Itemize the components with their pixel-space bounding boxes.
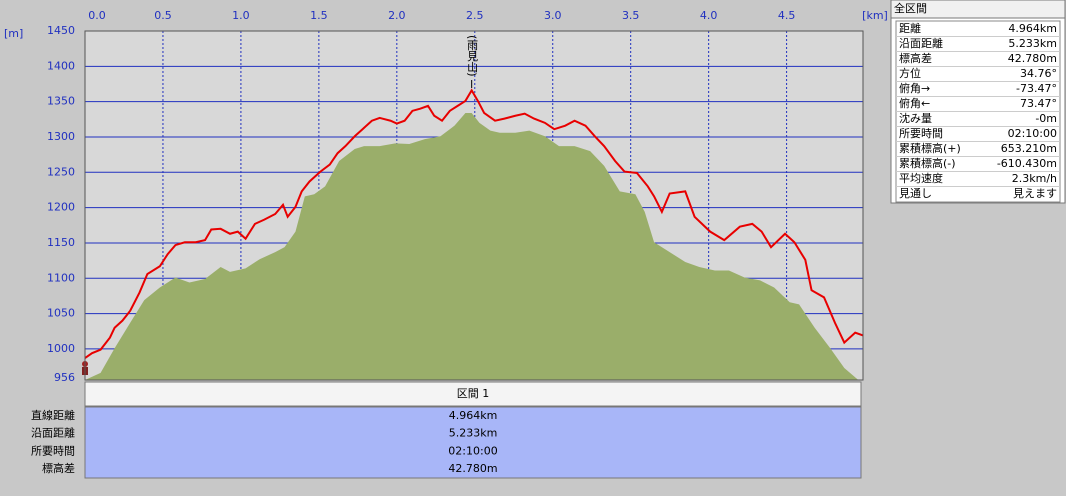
section-label: 沿面距離: [31, 426, 75, 440]
x-tick-label: 3.5: [622, 9, 640, 22]
summary-label: 方位: [899, 66, 921, 80]
summary-label: 沿面距離: [899, 36, 943, 50]
y-tick-label: 1050: [47, 307, 75, 320]
summary-value: 2.3km/h: [1012, 172, 1057, 185]
y-tick-label: 1400: [47, 59, 75, 72]
y-tick-label: 1350: [47, 95, 75, 108]
section-label: 標高差: [42, 461, 75, 475]
y-tick-label: 1450: [47, 24, 75, 37]
summary-header: [890, 0, 1066, 19]
summary-value: 4.964km: [1008, 22, 1057, 35]
route-line: [84, 88, 864, 359]
plot-border: [84, 30, 864, 381]
summary-label: 俯角←: [899, 96, 930, 110]
x-tick-label: 4.0: [700, 9, 718, 22]
summary-title: 全区間: [894, 1, 927, 15]
terrain-area: [85, 112, 859, 380]
y-tick-label: 1250: [47, 165, 75, 178]
x-tick-label: 4.5: [778, 9, 796, 22]
y-tick-label: 1200: [47, 201, 75, 214]
summary-label: 累積標高(-): [899, 156, 956, 170]
x-tick-label: 1.0: [232, 9, 250, 22]
y-axis-label: [m]: [4, 27, 23, 40]
summary-value: 73.47°: [1020, 97, 1057, 110]
y-tick-label: 1000: [47, 342, 75, 355]
y-tick-label: 1100: [47, 271, 75, 284]
summary-value: 見えます: [1013, 187, 1057, 200]
peak-annotation: (雨見山): [466, 35, 479, 77]
summary-label: 累積標高(+): [899, 141, 961, 155]
x-tick-label: 1.5: [310, 9, 328, 22]
summary-label: 所要時間: [899, 127, 943, 140]
section-value: 4.964km: [449, 409, 498, 422]
x-tick-label: 0.0: [88, 9, 106, 22]
section-body: [84, 406, 862, 479]
section-value: 5.233km: [449, 427, 498, 440]
summary-label: 平均速度: [899, 171, 943, 185]
summary-value: 653.210m: [1001, 142, 1057, 155]
section-header: [84, 381, 862, 407]
x-axis-label: [km]: [862, 9, 888, 22]
x-tick-label: 2.5: [466, 9, 484, 22]
x-tick-label: 2.0: [388, 9, 406, 22]
summary-value: 42.780m: [1008, 52, 1057, 65]
summary-value: -610.430m: [997, 157, 1057, 170]
section-label: 直線距離: [31, 408, 75, 422]
section-title: 区間 1: [457, 387, 490, 400]
section-value: 02:10:00: [448, 444, 497, 457]
section-label: 所要時間: [31, 444, 75, 457]
x-tick-label: 0.5: [154, 9, 172, 22]
summary-label: 標高差: [899, 51, 932, 65]
summary-value: 34.76°: [1020, 67, 1057, 80]
summary-value: 02:10:00: [1008, 127, 1057, 140]
section-value: 42.780m: [448, 462, 497, 475]
y-tick-label: 1150: [47, 236, 75, 249]
y-tick-label: 1300: [47, 130, 75, 143]
x-tick-label: 3.0: [544, 9, 562, 22]
summary-label: 距離: [899, 21, 921, 35]
summary-value: -0m: [1035, 112, 1057, 125]
summary-label: 俯角→: [899, 81, 930, 95]
summary-value: -73.47°: [1016, 82, 1057, 95]
summary-label: 見通し: [899, 187, 932, 200]
summary-value: 5.233km: [1008, 37, 1057, 50]
summary-label: 沈み量: [899, 111, 932, 125]
y-tick-label: 956: [54, 371, 75, 384]
